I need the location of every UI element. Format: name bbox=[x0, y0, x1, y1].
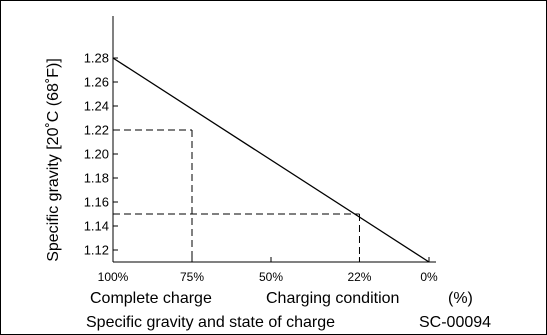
y-tick-label: 1.16 bbox=[84, 195, 109, 210]
y-tick-label: 1.18 bbox=[84, 171, 109, 186]
x-axis-right-label: Charging condition bbox=[266, 290, 399, 307]
y-tick-label: 1.28 bbox=[84, 51, 109, 66]
y-tick-label: 1.12 bbox=[84, 243, 109, 258]
y-tick-label: 1.22 bbox=[84, 123, 109, 138]
x-tick-label: 22% bbox=[347, 270, 371, 284]
y-tick-label: 1.20 bbox=[84, 147, 109, 162]
x-axis-left-label: Complete charge bbox=[90, 290, 212, 307]
x-tick-label: 75% bbox=[180, 270, 204, 284]
x-tick-label: 0% bbox=[420, 270, 438, 284]
series bbox=[112, 57, 430, 263]
figure-id: SC-00094 bbox=[419, 314, 491, 331]
chart-title: Specific gravity and state of charge bbox=[86, 314, 335, 331]
y-tick-labels: 1.28 1.26 1.24 1.22 1.20 1.18 1.16 1.14 1.12 bbox=[84, 51, 109, 258]
x-tick-label: 50% bbox=[259, 270, 283, 284]
x-tick-labels: 100% 75% 50% 22% 0% bbox=[98, 270, 438, 284]
x-tick-label: 100% bbox=[98, 270, 129, 284]
reference-guides bbox=[113, 129, 360, 262]
series-line bbox=[112, 57, 430, 263]
x-axis-unit: (%) bbox=[448, 290, 473, 307]
y-tick-label: 1.24 bbox=[84, 99, 109, 114]
y-tick-label: 1.26 bbox=[84, 75, 109, 90]
y-axis-label: Specific gravity [20˚C (68˚F)] bbox=[45, 58, 62, 262]
axes bbox=[112, 16, 436, 263]
y-tick-label: 1.14 bbox=[84, 219, 109, 234]
